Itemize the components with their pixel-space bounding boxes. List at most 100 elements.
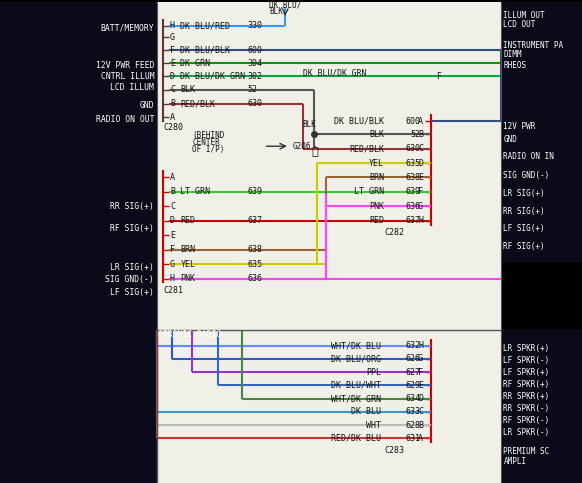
Text: G206: G206: [293, 142, 311, 151]
Text: H: H: [418, 341, 423, 350]
Text: A: A: [170, 113, 175, 122]
Text: RED/DK BLU: RED/DK BLU: [331, 434, 381, 443]
Text: H: H: [170, 274, 175, 283]
Text: D: D: [418, 158, 423, 168]
Text: DK BLU/: DK BLU/: [269, 1, 301, 10]
Text: F: F: [418, 187, 423, 197]
Text: RADIO ON OUT: RADIO ON OUT: [95, 115, 154, 124]
Bar: [157, 330, 501, 483]
Text: RED/BLK: RED/BLK: [349, 144, 384, 153]
Text: 628: 628: [405, 421, 420, 430]
Text: RF SIG(+): RF SIG(+): [503, 242, 545, 251]
Text: RR SIG(+): RR SIG(+): [503, 207, 545, 216]
Text: 304: 304: [247, 59, 262, 68]
Text: 635: 635: [247, 259, 262, 269]
Text: G: G: [170, 32, 175, 42]
Text: PREMIUM SC
AMPLI: PREMIUM SC AMPLI: [503, 447, 549, 466]
Text: CENTER: CENTER: [192, 138, 220, 147]
Text: INSTRUMENT PA: INSTRUMENT PA: [503, 41, 563, 50]
Text: B: B: [170, 99, 175, 108]
Text: RF SPKR(+): RF SPKR(+): [503, 380, 549, 389]
Text: 632: 632: [405, 341, 420, 350]
Text: BRN: BRN: [369, 173, 384, 182]
Text: RHEOS: RHEOS: [503, 61, 527, 70]
Text: G: G: [418, 202, 423, 211]
Text: C: C: [418, 407, 423, 416]
Text: B: B: [418, 130, 423, 139]
Text: 631: 631: [405, 434, 420, 443]
Bar: [0, 330, 157, 483]
Text: DK BLU/BLK: DK BLU/BLK: [334, 117, 384, 126]
Text: E: E: [170, 59, 175, 68]
Text: C280: C280: [163, 124, 183, 132]
Text: BLK: BLK: [369, 130, 384, 139]
Text: RF SPKR(-): RF SPKR(-): [503, 416, 549, 425]
Text: LR SPKR(+): LR SPKR(+): [503, 344, 549, 353]
Text: C: C: [170, 85, 175, 95]
Text: C281: C281: [163, 286, 183, 295]
Text: E: E: [418, 381, 423, 390]
Text: G: G: [170, 259, 175, 269]
Text: DK BLU/RED: DK BLU/RED: [180, 21, 230, 30]
Text: C283: C283: [384, 446, 404, 455]
Text: PNK: PNK: [369, 202, 384, 211]
Text: 635: 635: [405, 158, 420, 168]
Text: D: D: [170, 72, 175, 81]
Text: 634: 634: [405, 394, 420, 403]
Text: DK BLU/WHT: DK BLU/WHT: [331, 381, 381, 390]
Text: DK BLU: DK BLU: [351, 407, 381, 416]
Text: ⏚: ⏚: [311, 147, 318, 157]
Text: D: D: [418, 394, 423, 403]
Text: LF SPKR(-): LF SPKR(-): [503, 356, 549, 365]
Text: BRN: BRN: [180, 245, 196, 254]
Text: H: H: [170, 21, 175, 30]
Text: 52: 52: [247, 85, 257, 95]
Text: PPL: PPL: [366, 368, 381, 377]
Text: 638: 638: [247, 245, 262, 254]
Text: E: E: [170, 231, 175, 240]
Text: LF SIG(+): LF SIG(+): [111, 288, 154, 298]
Text: RED: RED: [180, 216, 196, 225]
Text: LF SIG(+): LF SIG(+): [503, 225, 545, 233]
Text: GND: GND: [503, 134, 517, 143]
Text: DK BLU/DK GRN: DK BLU/DK GRN: [180, 72, 246, 81]
Text: C: C: [170, 202, 175, 211]
Text: F: F: [170, 245, 175, 254]
Text: ILLUM OUT: ILLUM OUT: [503, 11, 545, 20]
Text: BLK: BLK: [269, 8, 283, 16]
Text: H: H: [418, 216, 423, 225]
Text: BLK: BLK: [180, 85, 196, 95]
Text: CTRONIC RADIO: CTRONIC RADIO: [158, 330, 222, 340]
Text: SIG GND(-): SIG GND(-): [105, 275, 154, 284]
Text: F: F: [418, 368, 423, 377]
Text: 12V PWR FEED: 12V PWR FEED: [95, 61, 154, 70]
Text: A: A: [170, 173, 175, 182]
Text: BATT/MEMORY: BATT/MEMORY: [101, 24, 154, 33]
Text: RR SPKR(-): RR SPKR(-): [503, 404, 549, 413]
Text: CNTRL ILLUM: CNTRL ILLUM: [101, 72, 154, 81]
Text: 639: 639: [405, 187, 420, 197]
Text: DK BLU/ORG: DK BLU/ORG: [331, 355, 381, 363]
Text: DK BLU/DK GRN: DK BLU/DK GRN: [303, 68, 366, 77]
Text: RED: RED: [369, 216, 384, 225]
Text: LR SIG(+): LR SIG(+): [503, 189, 545, 198]
Text: LF SPKR(+): LF SPKR(+): [503, 368, 549, 377]
Text: E: E: [418, 173, 423, 182]
Text: G: G: [418, 355, 423, 363]
Text: F: F: [170, 45, 175, 55]
Text: DIMM: DIMM: [503, 50, 522, 59]
Bar: [0, 2, 157, 330]
Text: B: B: [418, 421, 423, 430]
Text: RF SIG(+): RF SIG(+): [111, 224, 154, 232]
Text: GND: GND: [140, 101, 154, 110]
Text: 629: 629: [405, 381, 420, 390]
Text: YEL: YEL: [369, 158, 384, 168]
Text: SIG GND(-): SIG GND(-): [503, 170, 549, 180]
Bar: [501, 329, 582, 483]
Text: 630: 630: [247, 99, 262, 108]
Text: 639: 639: [247, 187, 262, 197]
Text: WHT/DK GRN: WHT/DK GRN: [331, 394, 381, 403]
Text: F: F: [436, 72, 441, 81]
Text: 52: 52: [410, 130, 420, 139]
Text: WHT/DK BLU: WHT/DK BLU: [331, 341, 381, 350]
